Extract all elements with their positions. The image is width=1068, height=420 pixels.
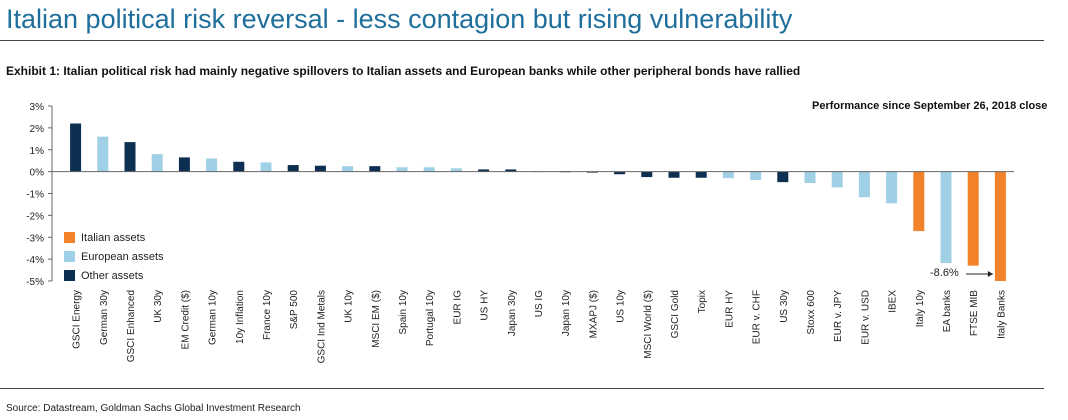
x-tick-label: FTSE MIB <box>969 290 980 336</box>
bar <box>342 166 354 172</box>
x-tick-label: US IG <box>534 290 545 317</box>
bar <box>750 171 762 180</box>
bar <box>70 123 82 172</box>
bar <box>124 142 136 172</box>
x-tick-label: Japan 10y <box>561 290 572 336</box>
y-tick-label: -5% <box>26 277 44 288</box>
bar <box>804 171 816 183</box>
bar <box>151 154 163 172</box>
bar <box>97 136 109 172</box>
exhibit-subtitle: Exhibit 1: Italian political risk had ma… <box>6 64 801 78</box>
footer-divider <box>0 388 1044 389</box>
bar <box>641 171 653 178</box>
x-tick-label: UK 10y <box>344 290 355 323</box>
x-tick-label: German 10y <box>208 290 219 345</box>
y-tick-label: 0% <box>30 168 45 179</box>
legend-swatch-european <box>64 251 75 262</box>
bar <box>695 171 707 178</box>
legend-item-other: Other assets <box>64 266 164 285</box>
bar <box>260 162 272 172</box>
y-tick-label: -4% <box>26 255 44 266</box>
x-tick-label: Spain 10y <box>398 290 409 334</box>
x-tick-label: MXAPJ ($) <box>588 290 599 338</box>
y-tick-label: 1% <box>30 146 45 157</box>
x-tick-label: GSCI Gold <box>670 290 681 338</box>
bar <box>858 171 870 198</box>
x-tick-label: Stoxx 600 <box>806 290 817 335</box>
x-tick-label: US HY <box>480 290 491 321</box>
x-tick-label: GSCI Ind Metals <box>316 290 327 363</box>
bar <box>668 171 680 178</box>
x-tick-label: MSCI EM ($) <box>371 290 382 348</box>
bar <box>396 167 408 172</box>
x-tick-label: UK 30y <box>153 290 164 323</box>
annotation-arrow-head <box>987 271 993 277</box>
x-tick-label: US 30y <box>779 290 790 323</box>
x-tick-label: EUR HY <box>724 290 735 328</box>
bar <box>967 171 979 266</box>
legend-label: Italian assets <box>81 231 146 244</box>
bar <box>178 157 190 172</box>
x-tick-label: EUR v. CHF <box>752 290 763 344</box>
legend-swatch-other <box>64 270 75 281</box>
bar <box>478 169 490 172</box>
y-tick-label: 3% <box>30 102 45 113</box>
x-tick-label: EUR v. JPY <box>833 290 844 342</box>
bar <box>994 171 1006 281</box>
x-tick-label: EUR IG <box>452 290 463 325</box>
y-tick-label: 2% <box>30 124 45 135</box>
legend-item-european: European assets <box>64 247 164 266</box>
bar <box>206 158 218 172</box>
bar <box>913 171 925 232</box>
x-tick-label: S&P 500 <box>289 290 300 330</box>
x-tick-label: Italy 10y <box>915 290 926 327</box>
page-title: Italian political risk reversal - less c… <box>6 4 793 34</box>
legend-item-italian: Italian assets <box>64 228 164 247</box>
x-tick-label: EA banks <box>942 290 953 332</box>
x-tick-label: IBEX <box>888 290 899 313</box>
legend-label: European assets <box>81 250 164 263</box>
x-tick-label: Portugal 10y <box>425 290 436 346</box>
bar <box>886 171 898 204</box>
x-tick-label: France 10y <box>262 290 273 340</box>
bar <box>614 171 626 175</box>
bar <box>831 171 843 188</box>
x-tick-label: EM Credit ($) <box>180 290 191 349</box>
x-tick-label: US 10y <box>616 290 627 323</box>
bar <box>369 166 381 172</box>
legend-label: Other assets <box>81 269 144 282</box>
bar <box>940 171 952 264</box>
bar <box>314 165 326 172</box>
bar <box>505 169 517 172</box>
italy-banks-annotation: -8.6% <box>930 267 959 279</box>
chart-title: Performance since September 26, 2018 clo… <box>812 100 1048 112</box>
x-tick-label: German 30y <box>99 290 110 345</box>
bar <box>287 165 299 172</box>
y-tick-label: -3% <box>26 233 44 244</box>
legend-swatch-italian <box>64 232 75 243</box>
x-tick-label: GSCI Energy <box>72 290 83 349</box>
bar <box>722 171 734 179</box>
x-tick-label: Italy Banks <box>996 290 1007 339</box>
x-tick-label: Topix <box>697 290 708 313</box>
bar <box>233 161 245 172</box>
bar <box>450 168 462 172</box>
bar <box>777 171 789 183</box>
source-note: Source: Datastream, Goldman Sachs Global… <box>6 403 301 414</box>
x-tick-label: Japan 30y <box>507 290 518 336</box>
x-tick-label: 10y Inflation <box>235 290 246 344</box>
title-divider <box>0 40 1044 41</box>
y-tick-label: -2% <box>26 211 44 222</box>
x-tick-label: MSCI World ($) <box>643 290 654 359</box>
bar <box>423 167 435 172</box>
y-tick-label: -1% <box>26 190 44 201</box>
x-tick-label: EUR v. USD <box>860 290 871 345</box>
legend: Italian assets European assets Other ass… <box>64 228 164 285</box>
x-tick-label: GSCI Enhanced <box>126 290 137 362</box>
